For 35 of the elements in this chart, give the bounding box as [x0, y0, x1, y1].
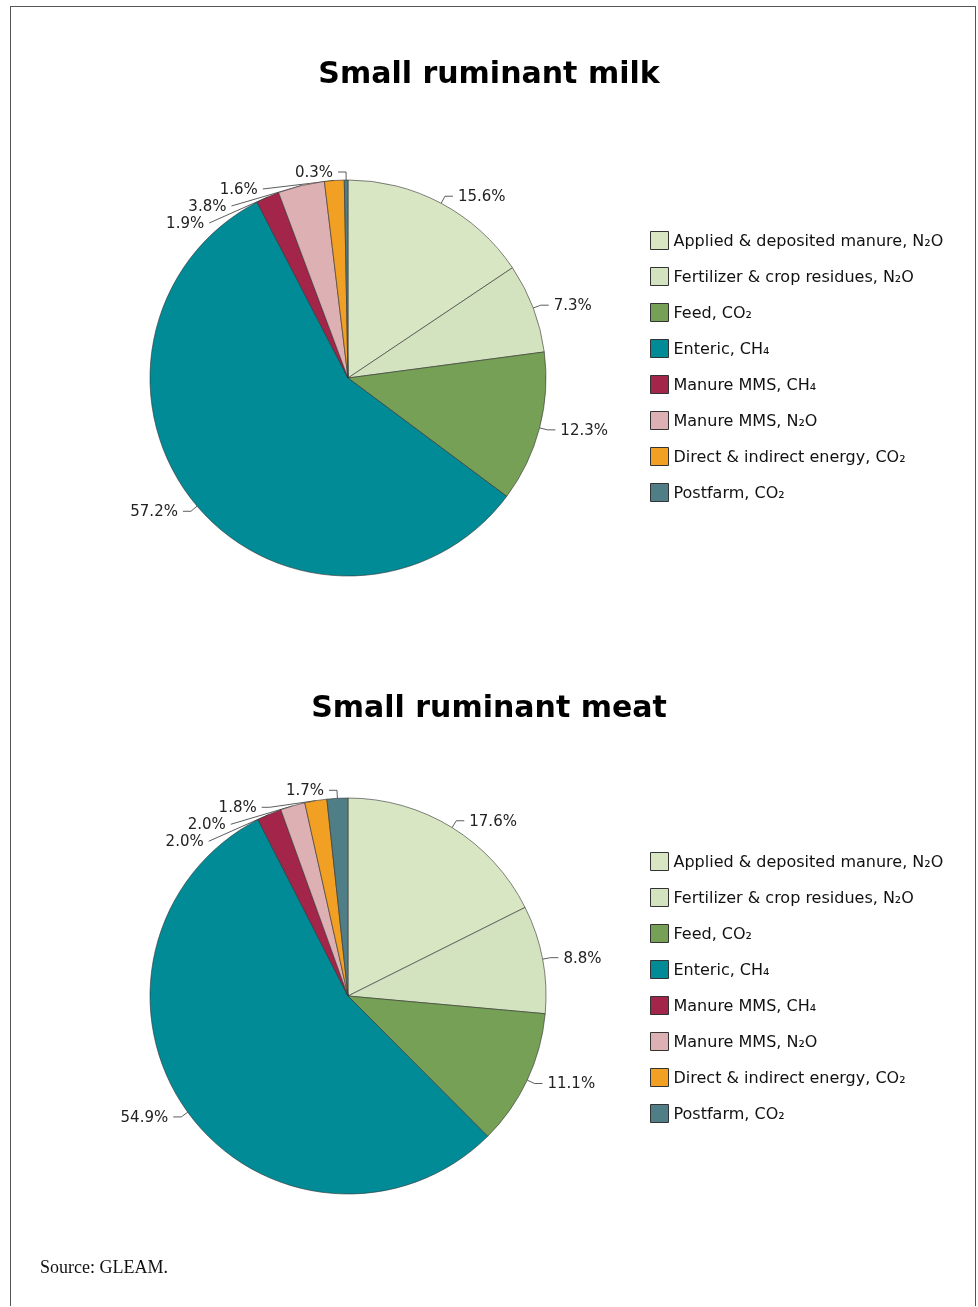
data-label: 3.8% [188, 197, 227, 216]
data-label: 12.3% [560, 420, 609, 439]
legend-label: Feed, CO₂ [673, 303, 753, 322]
data-label: 1.9% [166, 214, 205, 233]
data-label: 15.6% [457, 187, 506, 206]
data-label: 54.9% [120, 1107, 169, 1126]
legend-label: Postfarm, CO₂ [673, 483, 785, 502]
data-label: 2.0% [187, 815, 226, 834]
legend-label: Enteric, CH₄ [673, 960, 770, 979]
chart-title: Small ruminant milk [318, 54, 661, 90]
legend-label: Applied & deposited manure, N₂O [673, 852, 944, 871]
legend-label: Postfarm, CO₂ [673, 1104, 785, 1123]
legend-label: Feed, CO₂ [673, 924, 753, 943]
legend-label: Enteric, CH₄ [673, 339, 770, 358]
legend-label: Fertilizer & crop residues, N₂O [673, 888, 914, 907]
data-label: 11.1% [547, 1074, 596, 1093]
data-label: 17.6% [469, 811, 517, 830]
data-label: 7.3% [553, 296, 592, 315]
legend-label: Manure MMS, N₂O [673, 1032, 818, 1051]
legend-label: Manure MMS, CH₄ [673, 996, 817, 1015]
legend-label: Applied & deposited manure, N₂O [673, 231, 944, 250]
legend-label: Direct & indirect energy, CO₂ [673, 1068, 906, 1087]
legend-label: Fertilizer & crop residues, N₂O [673, 267, 914, 286]
chart-title: Small ruminant meat [311, 688, 667, 724]
data-label: 8.8% [563, 948, 602, 967]
data-label: 0.3% [294, 163, 334, 182]
legend-label: Direct & indirect energy, CO₂ [673, 447, 906, 466]
legend-label: Manure MMS, N₂O [673, 411, 818, 430]
data-label: 1.6% [219, 180, 258, 199]
source-note: Source: GLEAM. [40, 1257, 168, 1277]
data-label: 57.2% [130, 502, 178, 521]
data-label: 1.7% [285, 781, 324, 800]
data-label: 2.0% [165, 832, 204, 851]
legend-label: Manure MMS, CH₄ [673, 375, 817, 394]
data-label: 1.8% [218, 798, 257, 817]
